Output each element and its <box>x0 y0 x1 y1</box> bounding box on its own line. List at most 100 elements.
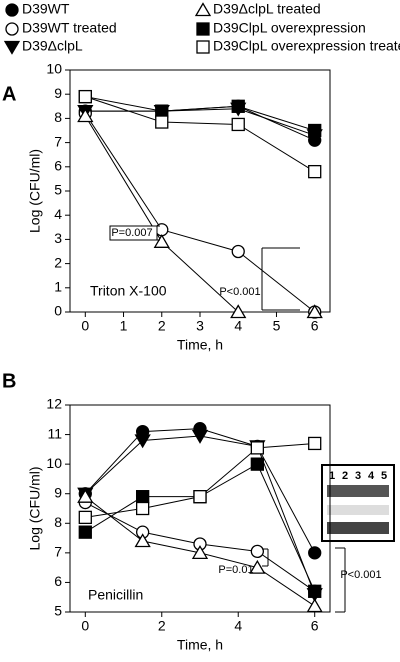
series-line <box>84 113 316 313</box>
y-tick-label: 7 <box>54 544 62 560</box>
y-tick-label: 1 <box>54 279 62 295</box>
data-point <box>78 510 92 525</box>
data-point <box>250 457 265 471</box>
y-tick-label: 8 <box>54 109 62 125</box>
x-tick-label: 4 <box>234 618 242 634</box>
series-line <box>84 115 315 313</box>
data-point <box>249 559 266 574</box>
y-tick-label: 6 <box>54 158 62 174</box>
plot-frame <box>69 69 331 313</box>
y-tick-label: 2 <box>54 254 62 270</box>
data-point <box>193 490 207 504</box>
data-point <box>191 429 209 444</box>
data-point <box>134 533 151 548</box>
data-point <box>250 544 265 559</box>
data-point <box>308 584 322 598</box>
x-tick-label: 6 <box>311 618 319 634</box>
data-point <box>231 244 245 259</box>
data-point <box>155 104 169 118</box>
legend-marker <box>194 2 212 17</box>
data-point <box>135 490 150 504</box>
gel-lane-label: 3 <box>355 470 361 482</box>
x-tick-label: 0 <box>81 318 89 334</box>
y-tick-label: 10 <box>46 61 62 77</box>
y-axis-label: Log (CFU/ml) <box>27 149 43 233</box>
panel-letter: B <box>2 370 16 392</box>
data-point <box>153 234 170 248</box>
legend-marker <box>196 22 210 36</box>
series-line <box>85 463 316 592</box>
y-tick-label: 5 <box>54 603 62 619</box>
x-tick-label: 0 <box>81 618 89 634</box>
data-point <box>230 304 247 319</box>
data-point <box>155 115 169 129</box>
gel-lane-label: 4 <box>368 470 375 482</box>
legend-label: D39ΔclpL <box>22 38 83 54</box>
data-point <box>306 304 323 319</box>
legend-marker <box>5 22 19 36</box>
x-axis-label: Time, h <box>177 337 223 353</box>
y-tick-label: 10 <box>46 455 62 471</box>
y-axis-label: Log (CFU/ml) <box>27 466 43 550</box>
panel-letter: A <box>2 83 16 105</box>
data-point <box>308 436 322 451</box>
legend-label: D39WT <box>22 1 70 17</box>
data-point <box>231 117 245 132</box>
y-tick-label: 7 <box>54 133 62 149</box>
series-line <box>85 96 315 173</box>
y-tick-label: 3 <box>54 230 62 246</box>
annotation: Triton X-100 <box>90 283 167 299</box>
data-point <box>231 99 245 113</box>
data-point <box>308 123 322 138</box>
data-point <box>308 546 322 560</box>
y-tick-label: 9 <box>54 85 62 101</box>
x-tick-label: 4 <box>234 318 242 334</box>
y-tick-label: 0 <box>54 303 62 319</box>
legend-marker <box>196 40 210 54</box>
legend-label: D39ΔclpL treated <box>213 1 321 17</box>
annotation: P<0.001 <box>340 569 381 581</box>
gel-lane-label: 2 <box>342 470 348 482</box>
legend-label: D39WT treated <box>22 20 117 36</box>
p-box <box>109 225 158 241</box>
legend-label: D39ClpL overexpression treated <box>213 38 400 54</box>
data-point <box>308 164 322 179</box>
data-point <box>191 545 209 560</box>
data-point <box>135 501 150 516</box>
data-point <box>306 598 323 613</box>
x-tick-label: 5 <box>273 318 281 334</box>
annotation: Penicillin <box>88 587 143 603</box>
x-tick-label: 2 <box>158 618 166 634</box>
x-tick-label: 1 <box>120 318 128 334</box>
gel-lane-label: 1 <box>329 470 335 482</box>
y-tick-label: 5 <box>54 182 62 198</box>
annotation: P=0.007 <box>111 227 152 239</box>
x-tick-label: 2 <box>158 318 166 334</box>
x-tick-label: 3 <box>196 318 204 334</box>
data-point <box>77 108 94 123</box>
y-tick-label: 12 <box>46 396 62 412</box>
y-tick-label: 4 <box>54 206 62 222</box>
legend-marker <box>3 40 21 55</box>
y-tick-label: 9 <box>54 484 62 500</box>
y-tick-label: 8 <box>54 514 62 530</box>
data-point <box>134 434 151 449</box>
series-line <box>85 108 315 136</box>
annotation: P<0.001 <box>219 286 260 298</box>
data-point <box>77 488 94 503</box>
x-axis-label: Time, h <box>177 637 223 653</box>
legend-label: D39ClpL overexpression <box>213 20 366 36</box>
y-tick-label: 6 <box>54 573 62 589</box>
data-point <box>78 89 92 104</box>
data-point <box>78 525 92 539</box>
plot-frame <box>69 404 331 613</box>
y-tick-label: 11 <box>47 425 62 441</box>
data-point <box>250 441 265 455</box>
x-tick-label: 6 <box>311 318 319 334</box>
annotation: P=0.01 <box>218 564 253 576</box>
legend-marker <box>5 3 19 17</box>
gel-lane-label: 5 <box>381 470 387 482</box>
gel-inset <box>321 464 395 542</box>
series-line <box>85 96 315 131</box>
